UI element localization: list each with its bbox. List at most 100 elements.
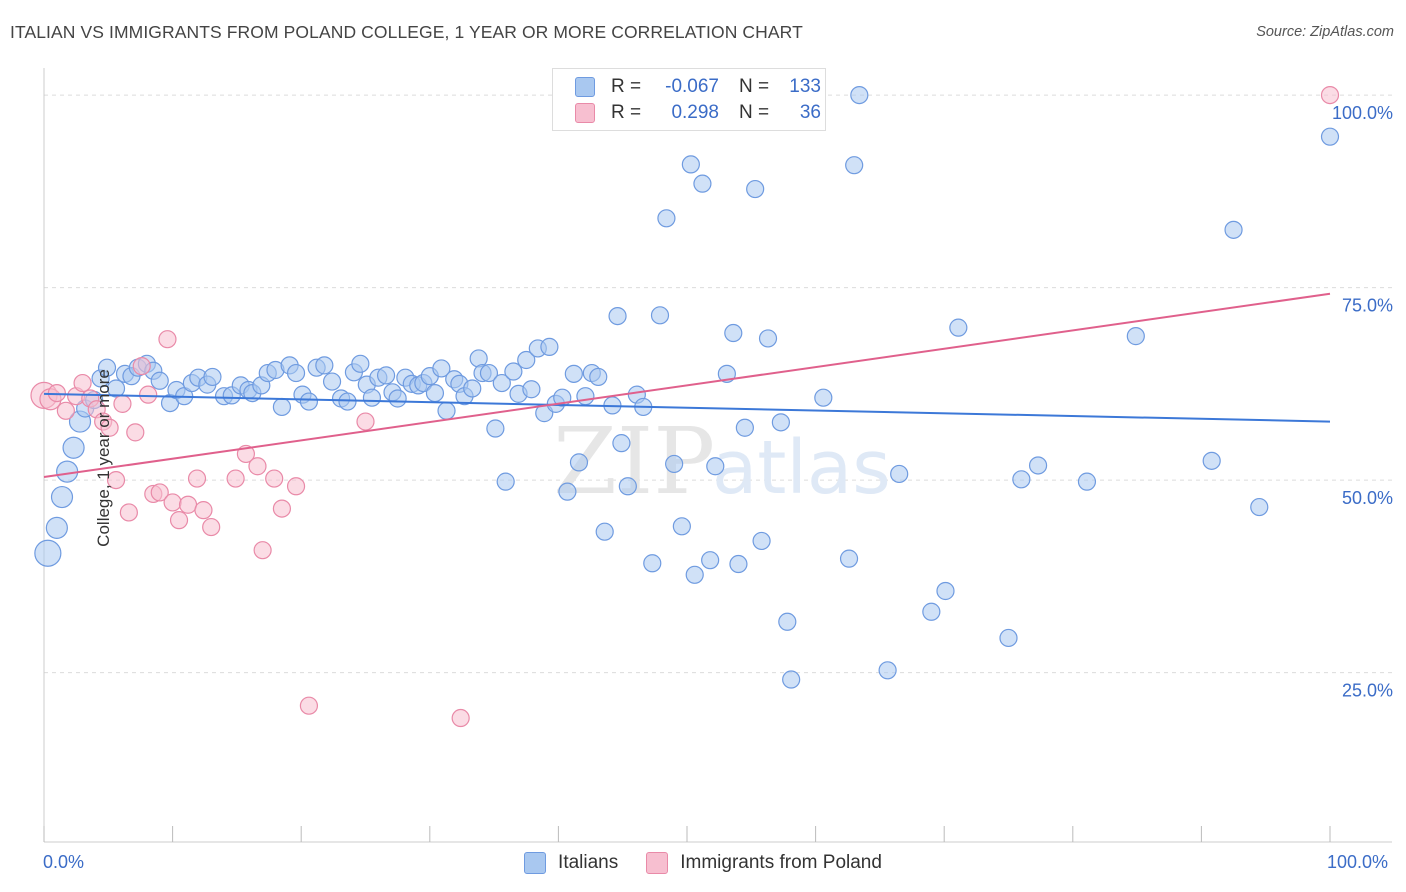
data-point <box>758 329 778 348</box>
data-point <box>1202 451 1221 470</box>
data-point <box>286 477 306 496</box>
data-point <box>338 392 357 411</box>
r-label: R = <box>611 102 642 123</box>
data-point <box>45 516 68 539</box>
data-point <box>1320 85 1340 105</box>
data-point <box>425 383 445 403</box>
data-point <box>706 457 725 476</box>
data-point <box>576 387 595 406</box>
data-point <box>315 356 334 375</box>
data-point <box>1028 456 1048 475</box>
data-point <box>248 457 267 476</box>
legend-label: Immigrants from Poland <box>680 852 882 873</box>
data-point <box>265 469 284 488</box>
data-point <box>351 354 370 373</box>
axes <box>43 68 1392 843</box>
data-point <box>724 323 743 343</box>
data-point <box>113 394 132 413</box>
y-tick-label: 75.0% <box>1342 296 1393 316</box>
data-point <box>356 412 375 431</box>
data-point <box>752 531 771 551</box>
r-label: R = <box>611 76 642 97</box>
data-point <box>187 469 207 488</box>
data-point <box>169 511 189 530</box>
watermark: ZIP atlas <box>553 408 891 515</box>
data-point <box>496 472 515 491</box>
legend-label: Italians <box>558 852 619 873</box>
data-point <box>665 454 684 474</box>
y-tick-label: 50.0% <box>1342 488 1393 508</box>
data-point <box>569 453 589 472</box>
data-point <box>657 209 676 228</box>
data-point <box>595 522 614 541</box>
data-point <box>729 554 748 574</box>
data-points <box>30 85 1340 728</box>
data-point <box>735 418 754 437</box>
y-tick-label: 25.0% <box>1342 681 1393 701</box>
series-legend: Italians Immigrants from Poland <box>0 852 1406 874</box>
data-point <box>463 379 482 398</box>
data-point <box>100 418 119 437</box>
n-label: N = <box>739 102 770 123</box>
n-label: N = <box>739 76 770 97</box>
data-point <box>50 485 74 509</box>
data-point <box>286 363 306 383</box>
data-point <box>299 392 319 411</box>
data-point <box>203 367 222 387</box>
data-point <box>890 464 909 484</box>
legend-item-poland[interactable]: Immigrants from Poland <box>646 852 882 874</box>
data-point <box>1224 220 1243 239</box>
data-point <box>253 541 272 560</box>
data-point <box>839 549 859 568</box>
y-tick-label: 100.0% <box>1332 103 1393 123</box>
data-point <box>432 359 451 378</box>
x-tick-left: 0.0% <box>43 852 85 872</box>
data-point <box>119 503 138 522</box>
data-point <box>618 477 637 496</box>
r-value: -0.067 <box>665 76 719 97</box>
data-point <box>564 364 583 383</box>
data-point <box>451 708 470 728</box>
r-value: 0.298 <box>671 102 719 123</box>
data-point <box>685 565 704 584</box>
data-point <box>56 460 79 483</box>
legend-row-poland: R = 0.298 N = 36 <box>575 101 821 125</box>
trend-lines <box>43 292 1331 479</box>
data-point <box>1077 472 1097 491</box>
n-value: 133 <box>789 76 821 97</box>
data-point <box>1012 470 1031 489</box>
data-point <box>1320 127 1340 146</box>
x-tick-right: 100.0% <box>1327 852 1389 872</box>
data-point <box>850 85 869 105</box>
data-point <box>782 670 801 689</box>
data-point <box>34 539 62 567</box>
data-point <box>643 554 662 573</box>
data-point <box>97 358 117 377</box>
data-point <box>1126 327 1145 346</box>
data-point <box>936 581 955 601</box>
data-point <box>717 364 736 383</box>
data-point <box>226 469 245 488</box>
data-point <box>362 388 382 407</box>
data-point <box>778 612 797 631</box>
data-point <box>922 602 941 621</box>
legend-item-italians[interactable]: Italians <box>524 852 618 874</box>
data-point <box>672 517 691 536</box>
legend-row-italians: R = -0.067 N = 133 <box>575 75 821 99</box>
data-point <box>132 357 151 376</box>
data-point <box>150 371 169 390</box>
stats-legend: R = -0.067 N = 133 R = 0.298 N = 36 <box>552 68 826 131</box>
data-point <box>746 179 765 199</box>
data-point <box>272 397 292 417</box>
data-point <box>178 495 198 514</box>
data-point <box>612 434 631 453</box>
legend-swatch <box>646 852 669 874</box>
data-point <box>106 471 126 490</box>
data-point <box>139 385 158 404</box>
data-point <box>540 337 559 356</box>
data-point <box>589 367 608 387</box>
data-point <box>878 661 897 680</box>
chart-title: ITALIAN VS IMMIGRANTS FROM POLAND COLLEG… <box>10 22 803 42</box>
legend-swatch-poland <box>575 103 595 123</box>
